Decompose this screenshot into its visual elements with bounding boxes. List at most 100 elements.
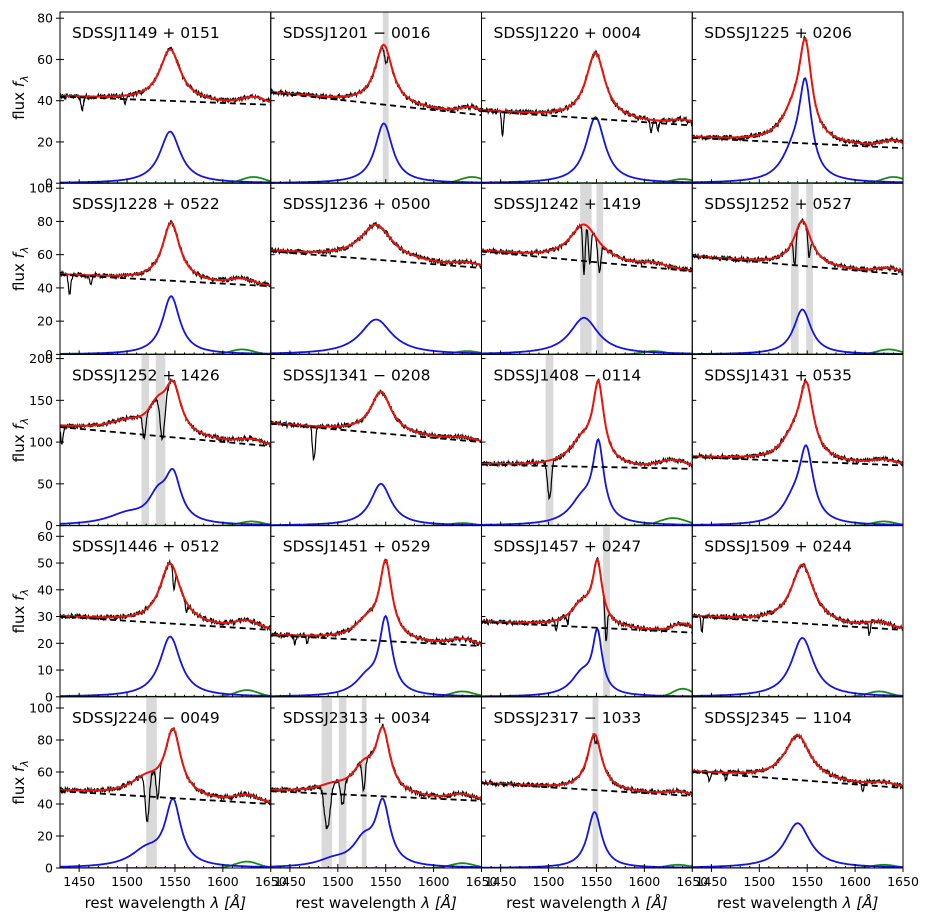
panel-title: SDSSJ1446 + 0512 [72, 538, 220, 556]
y-tick-label: 200 [29, 351, 53, 366]
he2-component-line [692, 690, 903, 697]
continuum-line [481, 782, 693, 797]
civ-component-line [481, 116, 693, 184]
panel-title: SDSSJ1201 − 0016 [283, 24, 431, 42]
panel-plot-area [481, 49, 693, 184]
spectrum-line [692, 377, 903, 466]
civ-component-line [692, 444, 903, 526]
panel-plot-area [692, 377, 903, 526]
spectrum-line [692, 562, 903, 636]
y-tick-label: 60 [37, 247, 53, 262]
masked-region [382, 12, 389, 184]
panel-title: SDSSJ2313 + 0034 [283, 709, 431, 727]
y-tick-label: 80 [37, 733, 53, 748]
model-fit-line [60, 48, 271, 103]
panel-plot-area [692, 35, 903, 184]
x-tick-label: 1550 [370, 874, 402, 889]
masked-region [361, 696, 367, 868]
spectrum-line [481, 378, 693, 501]
panel: 1450 1500 1550 1600 1650 SDSSJ2345 − 1104 [691, 696, 919, 889]
y-axis-title-subscript: λ [18, 418, 31, 426]
panel-plot-area [270, 696, 482, 868]
continuum-line [60, 426, 271, 448]
spectrum-line [692, 35, 903, 147]
x-tick-label: 1500 [322, 874, 354, 889]
y-axis-title-text: flux [10, 430, 28, 463]
y-tick-label: 40 [37, 797, 53, 812]
x-tick-label: 1500 [533, 874, 565, 889]
he2-component-line [270, 350, 482, 355]
continuum-line [60, 615, 271, 631]
y-tick-label: 0 [45, 861, 53, 876]
masked-region [603, 525, 610, 697]
panel: SDSSJ1252 + 0527 [691, 182, 904, 355]
y-tick-label: 150 [29, 393, 53, 408]
y-tick-label: 20 [37, 829, 53, 844]
y-axis-title-symbol: f [10, 79, 28, 87]
panel-plot-area [270, 221, 482, 355]
civ-component-line [60, 130, 271, 184]
spectrum-line [270, 221, 482, 268]
panel-title: SDSSJ1242 + 1419 [494, 195, 642, 213]
civ-component-line [692, 822, 903, 868]
y-axis-title-text: flux [10, 87, 28, 120]
panel-title: SDSSJ1408 − 0114 [494, 366, 642, 384]
x-tick-label: 1600 [418, 874, 450, 889]
x-axis-title: rest wavelength λ [Å] [85, 893, 247, 912]
y-tick-label: 40 [37, 93, 53, 108]
masked-region [806, 183, 813, 355]
y-tick-label: 100 [29, 701, 53, 716]
y-tick-label: 0 [45, 518, 53, 533]
panel-plot-area [481, 183, 693, 355]
he2-component-line [270, 176, 482, 184]
y-tick-label: 80 [37, 11, 53, 26]
panel: 0 10 20 30 40 50 60 SDSSJ1446 + 0512 flux fλ [10, 525, 272, 704]
x-tick-label: 1650 [466, 874, 498, 889]
model-fit-line [481, 558, 693, 631]
panel-plot-area [481, 696, 693, 868]
panel-plot-area [270, 389, 482, 526]
continuum-line [270, 790, 482, 802]
panel-plot-area [692, 733, 903, 868]
panel-title: SDSSJ1220 + 0004 [494, 24, 642, 42]
civ-component-line [481, 810, 693, 868]
y-tick-label: 60 [37, 52, 53, 67]
model-fit-line [270, 43, 482, 112]
continuum-line [692, 771, 903, 789]
y-tick-label: 60 [37, 765, 53, 780]
y-tick-label: 40 [37, 280, 53, 295]
y-tick-label: 20 [37, 636, 53, 651]
masked-region [790, 183, 799, 355]
panel-plot-area [270, 558, 482, 697]
panel: SDSSJ1242 + 1419 [481, 182, 693, 355]
civ-component-line [270, 122, 482, 184]
y-tick-label: 20 [37, 314, 53, 329]
continuum-line [481, 463, 693, 470]
civ-component-line [692, 77, 903, 184]
x-axis-title: rest wavelength λ [Å] [295, 893, 457, 912]
panel: 1450 1500 1550 1600 1650 SDSSJ2317 − 1033 [481, 696, 708, 889]
y-tick-label: 50 [37, 476, 53, 491]
model-fit-line [60, 221, 271, 287]
civ-component-line [60, 295, 271, 355]
he2-component-line [481, 517, 693, 526]
panel-title: SDSSJ1341 − 0208 [283, 366, 431, 384]
panel-title: SDSSJ1252 + 0527 [704, 195, 852, 213]
masked-region [146, 696, 157, 868]
model-fit-line [60, 379, 271, 446]
y-tick-label: 0 [45, 347, 53, 362]
model-fit-line [692, 734, 903, 788]
continuum-line [270, 422, 482, 443]
x-tick-label: 1450 [63, 874, 95, 889]
y-tick-label: 0 [45, 689, 53, 704]
panel: SDSSJ1509 + 0244 [691, 525, 904, 698]
model-fit-line [60, 727, 271, 804]
panel: 1450 1500 1550 1600 1650 SDSSJ2313 + 0034 [270, 696, 498, 889]
y-axis-title: flux fλ [10, 247, 31, 291]
panel-plot-area [60, 558, 271, 697]
x-tick-label: 1650 [255, 874, 287, 889]
continuum-line [270, 634, 482, 647]
x-axis-title: rest wavelength λ [Å] [717, 893, 879, 912]
panel: SDSSJ1201 − 0016 [270, 11, 482, 184]
